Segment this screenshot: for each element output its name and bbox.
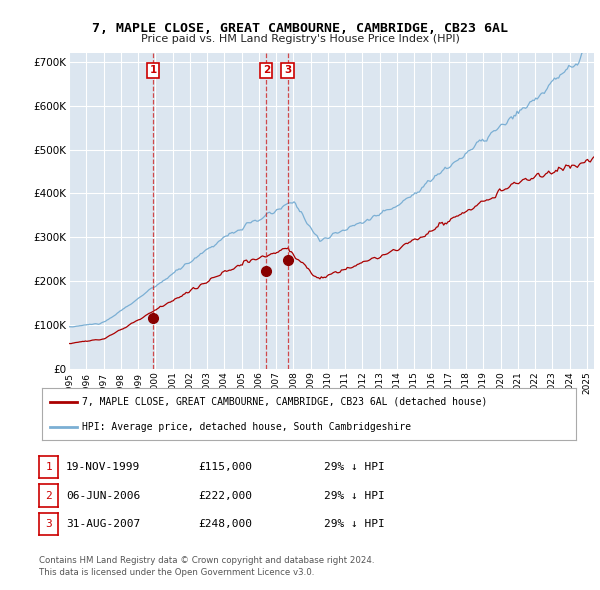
Text: Price paid vs. HM Land Registry's House Price Index (HPI): Price paid vs. HM Land Registry's House … — [140, 34, 460, 44]
Text: £115,000: £115,000 — [198, 463, 252, 472]
Text: Contains HM Land Registry data © Crown copyright and database right 2024.: Contains HM Land Registry data © Crown c… — [39, 556, 374, 565]
Text: 31-AUG-2007: 31-AUG-2007 — [66, 519, 140, 529]
Text: 3: 3 — [284, 65, 291, 76]
Text: 19-NOV-1999: 19-NOV-1999 — [66, 463, 140, 472]
Text: 3: 3 — [45, 519, 52, 529]
Text: 7, MAPLE CLOSE, GREAT CAMBOURNE, CAMBRIDGE, CB23 6AL (detached house): 7, MAPLE CLOSE, GREAT CAMBOURNE, CAMBRID… — [82, 396, 487, 407]
Text: 2: 2 — [263, 65, 270, 76]
Text: HPI: Average price, detached house, South Cambridgeshire: HPI: Average price, detached house, Sout… — [82, 422, 411, 431]
Text: 7, MAPLE CLOSE, GREAT CAMBOURNE, CAMBRIDGE, CB23 6AL: 7, MAPLE CLOSE, GREAT CAMBOURNE, CAMBRID… — [92, 22, 508, 35]
Text: 1: 1 — [45, 463, 52, 472]
Text: 29% ↓ HPI: 29% ↓ HPI — [324, 491, 385, 500]
Text: 2: 2 — [45, 491, 52, 500]
Text: 29% ↓ HPI: 29% ↓ HPI — [324, 519, 385, 529]
Text: £222,000: £222,000 — [198, 491, 252, 500]
Text: This data is licensed under the Open Government Licence v3.0.: This data is licensed under the Open Gov… — [39, 568, 314, 577]
Text: 1: 1 — [149, 65, 157, 76]
Text: 06-JUN-2006: 06-JUN-2006 — [66, 491, 140, 500]
Text: 29% ↓ HPI: 29% ↓ HPI — [324, 463, 385, 472]
Text: £248,000: £248,000 — [198, 519, 252, 529]
